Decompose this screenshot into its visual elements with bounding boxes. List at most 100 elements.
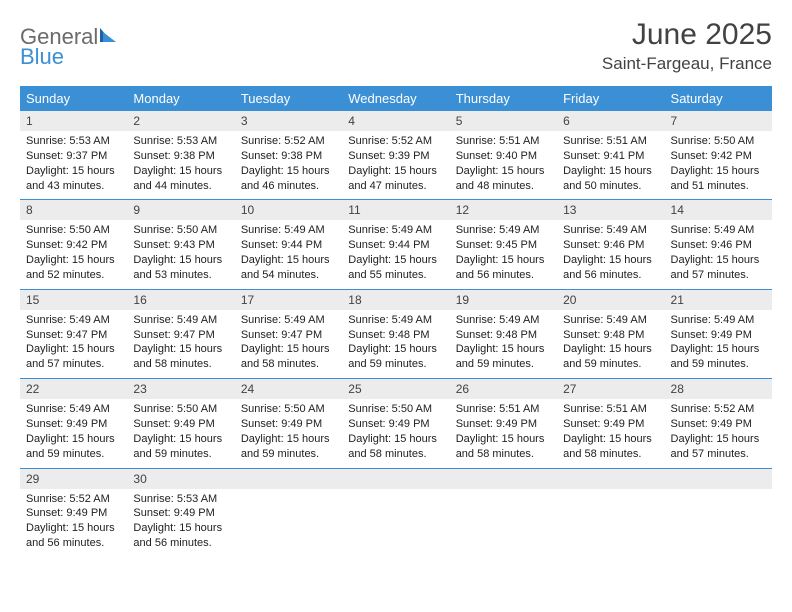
day-body: Sunrise: 5:53 AMSunset: 9:37 PMDaylight:… (20, 131, 127, 199)
page-title: June 2025 (602, 18, 772, 52)
day-number: 25 (342, 379, 449, 399)
day-number: 28 (665, 379, 772, 399)
day-number: 3 (235, 111, 342, 131)
day-body: Sunrise: 5:49 AMSunset: 9:48 PMDaylight:… (342, 310, 449, 378)
weekday-header: Friday (557, 87, 664, 111)
day-number: 17 (235, 290, 342, 310)
day-number: 16 (127, 290, 234, 310)
day-body: Sunrise: 5:49 AMSunset: 9:45 PMDaylight:… (450, 220, 557, 288)
day-body: Sunrise: 5:50 AMSunset: 9:42 PMDaylight:… (665, 131, 772, 199)
day-number-empty (557, 469, 664, 489)
calendar-day-cell: 24Sunrise: 5:50 AMSunset: 9:49 PMDayligh… (235, 379, 342, 468)
weekday-header: Monday (127, 87, 234, 111)
day-number: 8 (20, 200, 127, 220)
day-body: Sunrise: 5:52 AMSunset: 9:49 PMDaylight:… (665, 399, 772, 467)
day-body: Sunrise: 5:49 AMSunset: 9:46 PMDaylight:… (665, 220, 772, 288)
day-body: Sunrise: 5:49 AMSunset: 9:49 PMDaylight:… (20, 399, 127, 467)
calendar-day-cell: 10Sunrise: 5:49 AMSunset: 9:44 PMDayligh… (235, 200, 342, 289)
day-number: 2 (127, 111, 234, 131)
calendar-day-cell: 14Sunrise: 5:49 AMSunset: 9:46 PMDayligh… (665, 200, 772, 289)
day-body: Sunrise: 5:51 AMSunset: 9:40 PMDaylight:… (450, 131, 557, 199)
calendar-day-cell (665, 468, 772, 557)
weekday-header: Saturday (665, 87, 772, 111)
calendar-day-cell: 25Sunrise: 5:50 AMSunset: 9:49 PMDayligh… (342, 379, 449, 468)
calendar-day-cell: 29Sunrise: 5:52 AMSunset: 9:49 PMDayligh… (20, 468, 127, 557)
calendar-day-cell: 15Sunrise: 5:49 AMSunset: 9:47 PMDayligh… (20, 289, 127, 378)
calendar-week-row: 15Sunrise: 5:49 AMSunset: 9:47 PMDayligh… (20, 289, 772, 378)
calendar-day-cell (342, 468, 449, 557)
calendar-day-cell: 19Sunrise: 5:49 AMSunset: 9:48 PMDayligh… (450, 289, 557, 378)
day-number: 22 (20, 379, 127, 399)
calendar-day-cell: 2Sunrise: 5:53 AMSunset: 9:38 PMDaylight… (127, 111, 234, 200)
day-body: Sunrise: 5:49 AMSunset: 9:44 PMDaylight:… (342, 220, 449, 288)
calendar-week-row: 8Sunrise: 5:50 AMSunset: 9:42 PMDaylight… (20, 200, 772, 289)
day-number: 29 (20, 469, 127, 489)
day-number: 27 (557, 379, 664, 399)
weekday-header: Wednesday (342, 87, 449, 111)
calendar-day-cell: 28Sunrise: 5:52 AMSunset: 9:49 PMDayligh… (665, 379, 772, 468)
calendar-day-cell: 6Sunrise: 5:51 AMSunset: 9:41 PMDaylight… (557, 111, 664, 200)
weekday-header: Sunday (20, 87, 127, 111)
calendar-day-cell: 11Sunrise: 5:49 AMSunset: 9:44 PMDayligh… (342, 200, 449, 289)
day-body: Sunrise: 5:49 AMSunset: 9:48 PMDaylight:… (557, 310, 664, 378)
day-number: 23 (127, 379, 234, 399)
header: General Blue June 2025 Saint-Fargeau, Fr… (20, 18, 772, 76)
day-number: 13 (557, 200, 664, 220)
day-body-empty (235, 489, 342, 545)
day-body-empty (665, 489, 772, 545)
day-number: 15 (20, 290, 127, 310)
day-body: Sunrise: 5:50 AMSunset: 9:43 PMDaylight:… (127, 220, 234, 288)
day-number: 5 (450, 111, 557, 131)
day-body: Sunrise: 5:51 AMSunset: 9:49 PMDaylight:… (557, 399, 664, 467)
day-number: 6 (557, 111, 664, 131)
title-block: June 2025 Saint-Fargeau, France (602, 18, 772, 74)
day-body: Sunrise: 5:50 AMSunset: 9:49 PMDaylight:… (342, 399, 449, 467)
calendar-day-cell: 5Sunrise: 5:51 AMSunset: 9:40 PMDaylight… (450, 111, 557, 200)
calendar-day-cell: 23Sunrise: 5:50 AMSunset: 9:49 PMDayligh… (127, 379, 234, 468)
day-number: 11 (342, 200, 449, 220)
calendar-week-row: 1Sunrise: 5:53 AMSunset: 9:37 PMDaylight… (20, 111, 772, 200)
calendar-day-cell (450, 468, 557, 557)
logo-sail-icon (98, 26, 120, 49)
day-body: Sunrise: 5:50 AMSunset: 9:49 PMDaylight:… (127, 399, 234, 467)
day-body: Sunrise: 5:49 AMSunset: 9:46 PMDaylight:… (557, 220, 664, 288)
calendar-day-cell: 9Sunrise: 5:50 AMSunset: 9:43 PMDaylight… (127, 200, 234, 289)
calendar-day-cell: 22Sunrise: 5:49 AMSunset: 9:49 PMDayligh… (20, 379, 127, 468)
logo-text: General Blue (20, 24, 120, 76)
calendar-day-cell: 18Sunrise: 5:49 AMSunset: 9:48 PMDayligh… (342, 289, 449, 378)
calendar-day-cell: 26Sunrise: 5:51 AMSunset: 9:49 PMDayligh… (450, 379, 557, 468)
location-label: Saint-Fargeau, France (602, 54, 772, 74)
day-number: 14 (665, 200, 772, 220)
calendar-day-cell: 21Sunrise: 5:49 AMSunset: 9:49 PMDayligh… (665, 289, 772, 378)
day-number-empty (235, 469, 342, 489)
calendar-day-cell: 30Sunrise: 5:53 AMSunset: 9:49 PMDayligh… (127, 468, 234, 557)
calendar-day-cell (557, 468, 664, 557)
day-body-empty (450, 489, 557, 545)
calendar-day-cell: 4Sunrise: 5:52 AMSunset: 9:39 PMDaylight… (342, 111, 449, 200)
calendar-table: Sunday Monday Tuesday Wednesday Thursday… (20, 86, 772, 557)
day-number: 19 (450, 290, 557, 310)
day-body: Sunrise: 5:49 AMSunset: 9:47 PMDaylight:… (20, 310, 127, 378)
day-body-empty (557, 489, 664, 545)
day-number: 4 (342, 111, 449, 131)
day-body: Sunrise: 5:51 AMSunset: 9:41 PMDaylight:… (557, 131, 664, 199)
day-number: 10 (235, 200, 342, 220)
day-number-empty (450, 469, 557, 489)
day-body: Sunrise: 5:49 AMSunset: 9:44 PMDaylight:… (235, 220, 342, 288)
day-body: Sunrise: 5:49 AMSunset: 9:48 PMDaylight:… (450, 310, 557, 378)
day-body: Sunrise: 5:51 AMSunset: 9:49 PMDaylight:… (450, 399, 557, 467)
calendar-day-cell: 12Sunrise: 5:49 AMSunset: 9:45 PMDayligh… (450, 200, 557, 289)
day-body: Sunrise: 5:50 AMSunset: 9:42 PMDaylight:… (20, 220, 127, 288)
day-body: Sunrise: 5:52 AMSunset: 9:49 PMDaylight:… (20, 489, 127, 557)
calendar-day-cell: 27Sunrise: 5:51 AMSunset: 9:49 PMDayligh… (557, 379, 664, 468)
day-number-empty (665, 469, 772, 489)
calendar-day-cell: 16Sunrise: 5:49 AMSunset: 9:47 PMDayligh… (127, 289, 234, 378)
day-body-empty (342, 489, 449, 545)
day-number: 12 (450, 200, 557, 220)
day-body: Sunrise: 5:49 AMSunset: 9:49 PMDaylight:… (665, 310, 772, 378)
day-body: Sunrise: 5:49 AMSunset: 9:47 PMDaylight:… (127, 310, 234, 378)
calendar-day-cell (235, 468, 342, 557)
calendar-day-cell: 1Sunrise: 5:53 AMSunset: 9:37 PMDaylight… (20, 111, 127, 200)
day-number: 21 (665, 290, 772, 310)
day-number: 7 (665, 111, 772, 131)
